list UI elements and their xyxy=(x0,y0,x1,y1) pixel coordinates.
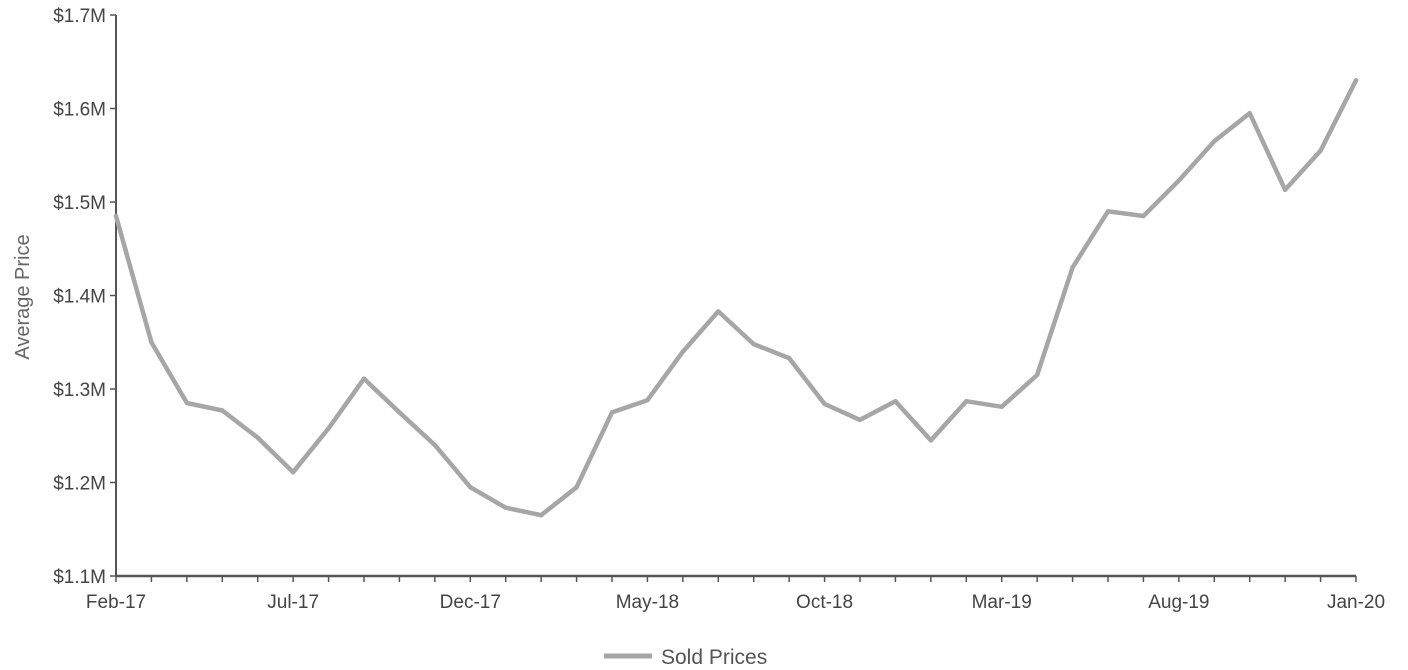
x-tick-label: Oct-18 xyxy=(796,592,853,613)
y-tick-label: $1.5M xyxy=(53,193,106,214)
data-point xyxy=(326,426,331,431)
data-point xyxy=(1353,78,1359,83)
data-point xyxy=(964,398,969,404)
data-point xyxy=(503,505,508,510)
data-point xyxy=(716,309,721,314)
y-axis-title: Average Price xyxy=(12,234,34,359)
data-point xyxy=(1141,213,1146,219)
data-point xyxy=(1212,139,1217,144)
data-point xyxy=(609,410,615,415)
data-point xyxy=(1034,372,1040,378)
data-point xyxy=(290,470,296,475)
y-tick-label: $1.7M xyxy=(53,6,106,27)
data-point xyxy=(361,376,367,381)
x-tick-label: Aug-19 xyxy=(1148,592,1209,613)
x-axis: Feb-17 Jul-17 Dec-17 May-18 Oct-18 Mar-19 Aug-… xyxy=(86,574,1385,613)
data-point xyxy=(645,398,650,403)
data-point xyxy=(1105,209,1111,214)
y-tick-label: $1.2M xyxy=(53,474,106,495)
y-axis: $1.1M $1.2M $1.3M $1.4M $1.5M $1.6M $1.7M xyxy=(53,6,117,588)
x-tick-label: Mar-19 xyxy=(972,592,1032,613)
data-point xyxy=(893,398,898,404)
data-point xyxy=(397,410,402,415)
data-point xyxy=(1282,187,1288,193)
data-point xyxy=(1070,265,1075,270)
x-tick-label: Jul-17 xyxy=(267,592,319,613)
y-tick-label: $1.1M xyxy=(53,567,106,588)
legend: Sold Prices xyxy=(604,646,767,669)
data-point xyxy=(751,341,756,347)
x-tick-label: Jan-20 xyxy=(1327,592,1385,613)
data-point xyxy=(113,213,119,219)
series-layer xyxy=(113,78,1359,518)
legend-label: Sold Prices xyxy=(661,646,767,669)
data-point xyxy=(184,400,190,406)
data-point xyxy=(786,355,792,361)
y-tick-label: $1.4M xyxy=(53,287,106,308)
data-point xyxy=(1247,110,1252,116)
data-point xyxy=(220,408,225,413)
data-point xyxy=(1318,148,1323,153)
data-point xyxy=(680,349,686,354)
y-tick-label: $1.6M xyxy=(53,100,106,121)
data-point xyxy=(999,404,1004,409)
data-point xyxy=(149,340,154,345)
data-point xyxy=(468,484,473,490)
data-point xyxy=(432,442,438,448)
y-tick-label: $1.3M xyxy=(53,380,106,401)
x-tick-label: May-18 xyxy=(616,592,679,613)
data-point xyxy=(1176,178,1182,183)
series-line xyxy=(113,78,1359,518)
data-point xyxy=(928,438,934,443)
data-point xyxy=(857,417,863,423)
data-point xyxy=(574,484,579,490)
x-tick-label: Dec-17 xyxy=(440,592,501,613)
data-point xyxy=(822,401,827,407)
data-point xyxy=(538,513,544,518)
data-point xyxy=(255,435,260,440)
x-tick-label: Feb-17 xyxy=(86,592,146,613)
